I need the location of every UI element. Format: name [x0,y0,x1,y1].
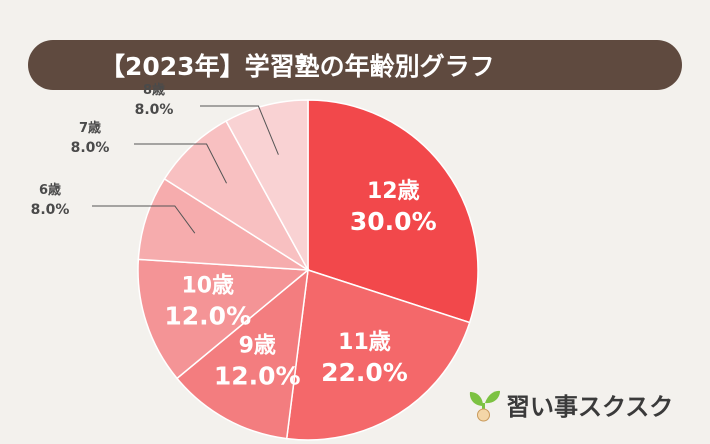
slice-label-9: 9歳 [239,333,276,358]
chart-title: 【2023年】学習塾の年齢別グラフ [100,52,495,81]
sprout-icon [469,390,500,422]
brand-logo-text: 習い事スクスク [506,392,674,421]
leader-line-8 [200,105,279,155]
pie-slice-8 [225,99,309,271]
pie-slice-12 [307,99,479,324]
chart-title-bar: 【2023年】学習塾の年齢別グラフ [28,40,682,90]
slice-value-8: 8.0% [135,102,174,118]
leader-line-7 [134,143,227,184]
slice-label-7: 7歳 [79,120,101,136]
slice-value-10: 12.0% [164,302,251,331]
leader-line-6 [92,205,196,234]
slice-label-12: 12歳 [367,179,420,204]
slice-value-7: 8.0% [71,140,110,156]
slice-label-6: 6歳 [39,182,61,198]
pie-slice-10 [137,258,310,380]
slice-value-9: 12.0% [214,361,301,390]
pie-slice-11 [285,269,471,441]
brand-logo: 習い事スクスク [466,386,673,422]
slice-value-11: 22.0% [321,358,408,387]
slice-value-6: 8.0% [31,202,70,218]
slice-label-11: 11歳 [338,330,391,355]
pie-slice-9 [175,268,309,440]
slice-value-12: 30.0% [350,207,437,236]
slice-label-10: 10歳 [181,274,234,299]
slice-label-8: 8歳 [143,82,165,98]
